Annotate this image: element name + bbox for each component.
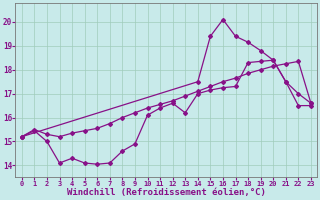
- X-axis label: Windchill (Refroidissement éolien,°C): Windchill (Refroidissement éolien,°C): [67, 188, 266, 197]
